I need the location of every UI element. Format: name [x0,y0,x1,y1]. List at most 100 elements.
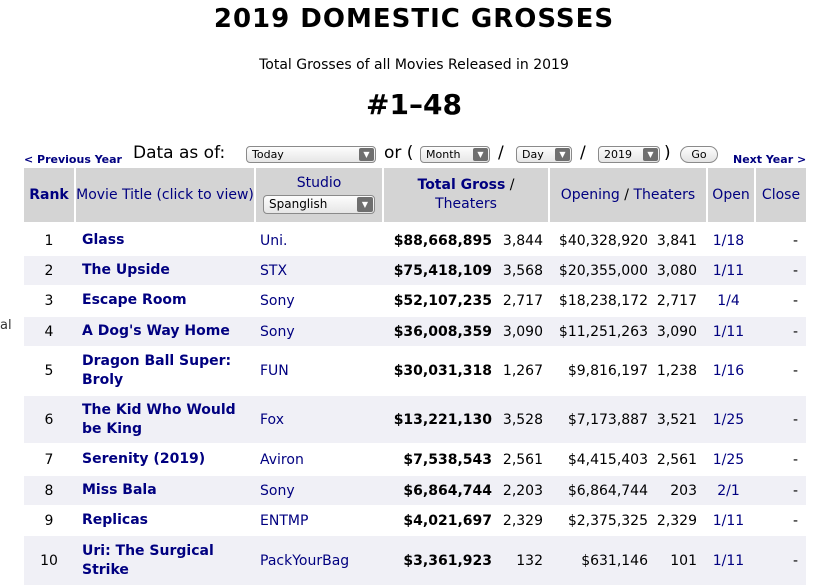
gross-theaters-cell: 2,203 [502,482,543,499]
chevron-down-icon: ▼ [555,148,570,161]
opening-theaters-cell: 3,090 [656,323,697,340]
open-date-link[interactable]: 1/25 [712,411,745,428]
go-button[interactable]: Go [680,146,718,163]
day-select-value: Day [522,148,544,161]
movie-title-link[interactable]: Uri: The Surgical Strike [82,542,214,578]
studio-link[interactable]: Sony [260,292,295,309]
rank-cell: 10 [40,552,58,569]
opening-gross-cell: $11,251,263 [558,323,648,340]
movie-title-link[interactable]: Replicas [82,512,148,528]
date-select-value: Today [252,148,284,161]
header-opening[interactable]: Opening / Theaters [550,168,706,222]
opening-theaters-cell: 101 [670,552,697,569]
studio-filter-select[interactable]: Spanglish ▼ [263,195,375,214]
next-year-link[interactable]: Next Year > [733,153,807,166]
studio-link[interactable]: Aviron [260,451,304,468]
open-date-link[interactable]: 1/18 [712,232,745,249]
table-row: 7 Serenity (2019) Aviron $7,538,543 2,561 $4,… [24,445,806,474]
header-total-gross[interactable]: Total Gross / Theaters [384,168,548,222]
gross-theaters-cell: 132 [516,552,543,569]
open-date-link[interactable]: 1/16 [712,362,745,379]
studio-link[interactable]: Sony [260,323,295,340]
open-date-link[interactable]: 2/1 [717,482,740,499]
gross-theaters-cell: 2,329 [502,512,543,529]
table-row: 2 The Upside STX $75,418,109 3,568 $20,355,00… [24,256,806,285]
opening-theaters-cell: 1,238 [656,362,697,379]
clipped-sidebar-text: al [0,318,12,333]
opening-gross-cell: $4,415,403 [567,451,648,468]
movie-title-link[interactable]: The Upside [82,262,170,278]
rank-cell: 8 [44,482,54,499]
header-studio-label: Studio [296,175,342,191]
movie-title-link[interactable]: Glass [82,232,125,248]
date-select[interactable]: Today ▼ [246,146,376,163]
table-row: 6 The Kid Who Would be King Fox $13,221,130… [24,396,806,443]
studio-link[interactable]: Fox [260,411,284,428]
total-gross-cell: $30,031,318 [393,362,492,379]
chevron-down-icon: ▼ [357,197,373,212]
studio-link[interactable]: PackYourBag [260,552,350,569]
total-gross-cell: $52,107,235 [393,292,492,309]
header-rank[interactable]: Rank [24,168,74,222]
close-date-cell: - [792,451,798,468]
previous-year-link[interactable]: < Previous Year [24,153,122,166]
gross-theaters-cell: 2,561 [502,451,543,468]
close-date-cell: - [792,552,798,569]
gross-theaters-cell: 1,267 [502,362,543,379]
result-range: #1–48 [366,88,462,121]
opening-theaters-cell: 3,841 [656,232,697,249]
page-subtitle: Total Grosses of all Movies Released in … [259,57,569,73]
opening-gross-cell: $40,328,920 [558,232,648,249]
table-row: 8 Miss Bala Sony $6,864,744 2,203 $6,864,744 2… [24,476,806,505]
movie-title-link[interactable]: Escape Room [82,292,187,308]
total-gross-cell: $4,021,697 [403,512,492,529]
open-date-link[interactable]: 1/25 [712,451,745,468]
gross-theaters-cell: 3,528 [502,411,543,428]
movie-title-link[interactable]: The Kid Who Would be King [82,401,236,437]
total-gross-cell: $3,361,923 [403,552,492,569]
chevron-down-icon: ▼ [359,148,374,161]
studio-link[interactable]: FUN [260,362,289,379]
open-date-link[interactable]: 1/11 [712,512,745,529]
studio-link[interactable]: STX [260,262,288,279]
movie-title-link[interactable]: A Dog's Way Home [82,323,230,339]
opening-gross-cell: $20,355,000 [558,262,648,279]
header-close[interactable]: Close [756,168,806,222]
gross-theaters-cell: 3,844 [502,232,543,249]
day-select[interactable]: Day ▼ [516,146,572,163]
header-total-gross-label: Total Gross [417,177,506,193]
header-total-gross-group: Total Gross / Theaters [418,176,515,214]
total-gross-cell: $88,668,895 [393,232,492,249]
header-title[interactable]: Movie Title (click to view) [76,168,254,222]
movie-title-link[interactable]: Dragon Ball Super: Broly [82,352,232,388]
header-opening-group: Opening / Theaters [561,186,695,205]
studio-link[interactable]: Sony [260,482,295,499]
studio-link[interactable]: ENTMP [260,512,309,529]
rank-cell: 5 [44,362,54,379]
opening-gross-cell: $18,238,172 [558,292,648,309]
table-row: 4 A Dog's Way Home Sony $36,008,359 3,090 $11… [24,317,806,346]
studio-link[interactable]: Uni. [260,232,288,249]
open-date-link[interactable]: 1/11 [712,552,745,569]
total-gross-cell: $7,538,543 [403,451,492,468]
total-gross-cell: $6,864,744 [403,482,492,499]
month-select[interactable]: Month ▼ [420,146,490,163]
opening-gross-cell: $631,146 [581,552,648,569]
year-select[interactable]: 2019 ▼ [598,146,660,163]
open-date-link[interactable]: 1/11 [712,262,745,279]
close-date-cell: - [792,411,798,428]
table-row: 1 Glass Uni. $88,668,895 3,844 $40,328,920 3,8… [24,226,806,255]
opening-gross-cell: $9,816,197 [567,362,648,379]
movie-title-link[interactable]: Miss Bala [82,482,157,498]
year-select-value: 2019 [604,148,632,161]
open-date-link[interactable]: 1/11 [712,323,745,340]
opening-gross-cell: $6,864,744 [567,482,648,499]
rank-cell: 2 [44,262,54,279]
rank-cell: 9 [44,512,54,529]
open-date-link[interactable]: 1/4 [717,292,740,309]
movie-title-link[interactable]: Serenity (2019) [82,451,206,467]
header-open[interactable]: Open [708,168,754,222]
table-row: 9 Replicas ENTMP $4,021,697 2,329 $2,375,325 2… [24,506,806,535]
table-row: 5 Dragon Ball Super: Broly FUN $30,031,318 1… [24,347,806,394]
total-gross-cell: $75,418,109 [393,262,492,279]
